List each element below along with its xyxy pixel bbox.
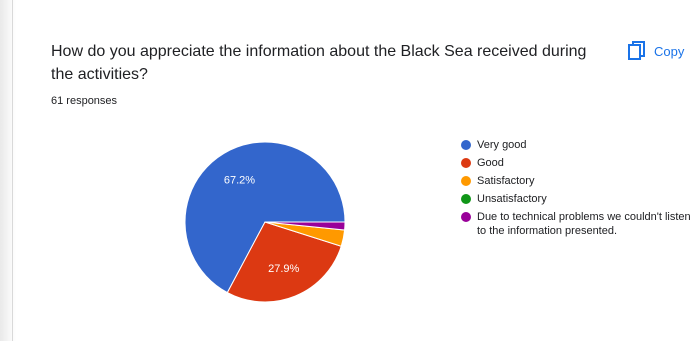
legend-label-4: Due to technical problems we couldn't li…: [477, 211, 691, 237]
legend-swatch-4: [461, 212, 471, 222]
legend-item-3: Unsatisfactory: [460, 192, 693, 206]
legend-swatch-0: [461, 140, 471, 150]
copy-icon: [628, 41, 646, 61]
legend-swatch-1: [461, 158, 471, 168]
pie-label-0: 67.2%: [224, 174, 255, 186]
legend-item-2: Satisfactory: [460, 174, 693, 188]
question-title: How do you appreciate the information ab…: [51, 43, 587, 83]
chart-legend: Very good Good Satisfactory Unsatisfactory D…: [460, 138, 693, 242]
pie-slice-1[interactable]: [226, 221, 342, 303]
legend-item-1: Good: [460, 156, 693, 170]
legend-label-1: Good: [477, 157, 504, 169]
copy-button[interactable]: Copy: [628, 40, 684, 62]
legend-item-4: Due to technical problems we couldn't li…: [460, 210, 693, 238]
legend-swatch-3: [461, 194, 471, 204]
legend-label-0: Very good: [477, 139, 527, 151]
legend-swatch-2: [461, 176, 471, 186]
legend-item-0: Very good: [460, 138, 693, 152]
responses-count: 61 responses: [51, 95, 118, 107]
legend-label-3: Unsatisfactory: [477, 193, 547, 205]
card-left-border: [12, 0, 13, 341]
question-card: How do you appreciate the information ab…: [13, 0, 693, 341]
pie-slice-4[interactable]: [264, 221, 346, 231]
pie-label-1: 27.9%: [268, 263, 299, 275]
pie-chart: 67.2% 27.9%: [184, 141, 346, 303]
copy-label: Copy: [654, 43, 685, 59]
legend-label-2: Satisfactory: [477, 175, 535, 187]
pie-slice-0[interactable]: [184, 141, 346, 294]
